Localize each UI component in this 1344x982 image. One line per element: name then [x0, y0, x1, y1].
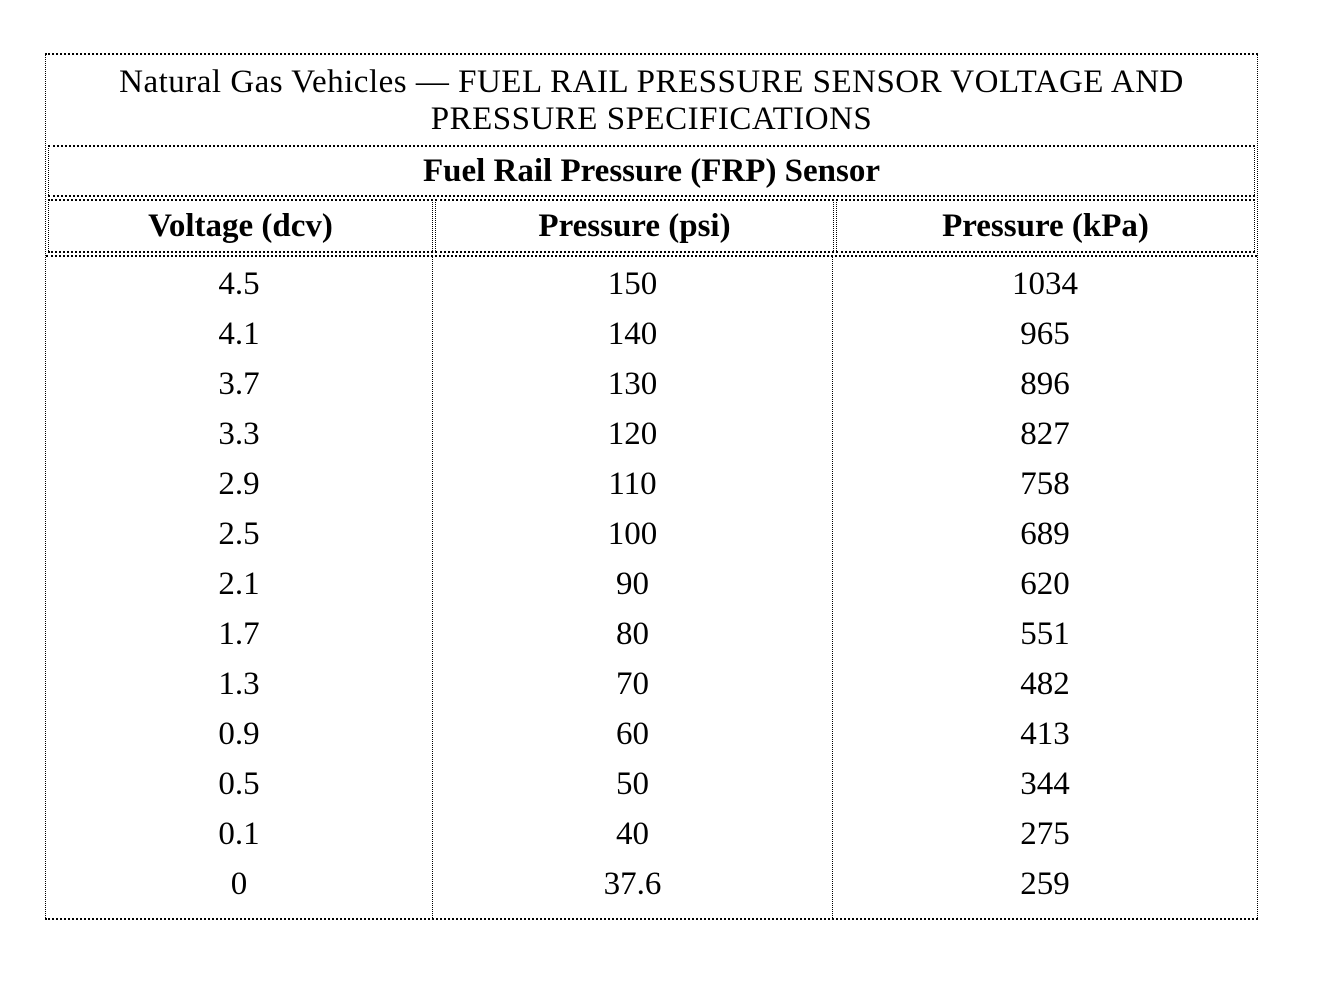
pressure-psi-value: 140	[607, 316, 658, 352]
pressure-kpa-value: 827	[1020, 416, 1070, 452]
pressure-psi-column: 150 140 130 120 110 100 90 80 70 60 50 4…	[433, 257, 833, 918]
pressure-kpa-value: 689	[1020, 516, 1070, 552]
pressure-kpa-value: 1034	[1012, 266, 1078, 302]
voltage-value: 0.1	[218, 816, 260, 852]
pressure-psi-value: 40	[616, 816, 649, 852]
pressure-kpa-value: 758	[1020, 466, 1070, 502]
pressure-psi-value: 60	[616, 716, 649, 752]
pressure-kpa-value: 275	[1020, 816, 1070, 852]
voltage-value: 4.1	[218, 316, 260, 352]
voltage-value: 1.7	[218, 616, 260, 652]
table-body: 4.5 4.1 3.7 3.3 2.9 2.5 2.1 1.7 1.3 0.9 …	[46, 255, 1257, 918]
pressure-psi-value: 120	[607, 416, 658, 452]
pressure-psi-value: 110	[608, 466, 657, 502]
voltage-value: 0.5	[218, 766, 260, 802]
pressure-kpa-value: 413	[1020, 716, 1070, 752]
column-header-voltage: Voltage (dcv)	[48, 199, 433, 253]
pressure-kpa-value: 896	[1020, 366, 1070, 402]
table-subtitle-text: Fuel Rail Pressure (FRP) Sensor	[422, 152, 881, 189]
voltage-value: 0	[230, 866, 248, 902]
voltage-value: 0.9	[218, 716, 260, 752]
pressure-psi-value: 100	[607, 516, 658, 552]
pressure-kpa-value: 551	[1020, 616, 1070, 652]
pressure-kpa-value: 259	[1020, 866, 1070, 902]
pressure-kpa-value: 620	[1020, 566, 1070, 602]
pressure-psi-value: 50	[616, 766, 649, 802]
pressure-psi-value: 90	[616, 566, 649, 602]
voltage-value: 3.3	[218, 416, 260, 452]
column-header-pressure-psi: Pressure (psi)	[435, 199, 834, 253]
pressure-kpa-column: 1034 965 896 827 758 689 620 551 482 413…	[833, 257, 1257, 918]
column-header-pressure-kpa: Pressure (kPa)	[836, 199, 1255, 253]
table-title-line2: PRESSURE SPECIFICATIONS	[430, 101, 873, 137]
pressure-psi-value: 37.6	[603, 866, 662, 902]
pressure-kpa-value: 965	[1020, 316, 1070, 352]
voltage-value: 1.3	[218, 666, 260, 702]
pressure-kpa-value: 344	[1020, 766, 1070, 802]
voltage-value: 2.5	[218, 516, 260, 552]
pressure-psi-value: 80	[616, 616, 649, 652]
voltage-value: 3.7	[218, 366, 260, 402]
voltage-value: 4.5	[218, 266, 260, 302]
table-subtitle: Fuel Rail Pressure (FRP) Sensor	[48, 145, 1255, 197]
table-title: Natural Gas Vehicles — FUEL RAIL PRESSUR…	[46, 55, 1257, 145]
pressure-psi-value: 130	[607, 366, 658, 402]
table-title-line1: Natural Gas Vehicles — FUEL RAIL PRESSUR…	[119, 64, 1184, 100]
voltage-value: 2.9	[218, 466, 260, 502]
pressure-kpa-value: 482	[1020, 666, 1070, 702]
voltage-column: 4.5 4.1 3.7 3.3 2.9 2.5 2.1 1.7 1.3 0.9 …	[46, 257, 433, 918]
pressure-psi-value: 150	[607, 266, 658, 302]
voltage-value: 2.1	[218, 566, 260, 602]
spec-table: Natural Gas Vehicles — FUEL RAIL PRESSUR…	[45, 53, 1258, 920]
table-header-row: Voltage (dcv) Pressure (psi) Pressure (k…	[48, 199, 1255, 253]
pressure-psi-value: 70	[616, 666, 649, 702]
